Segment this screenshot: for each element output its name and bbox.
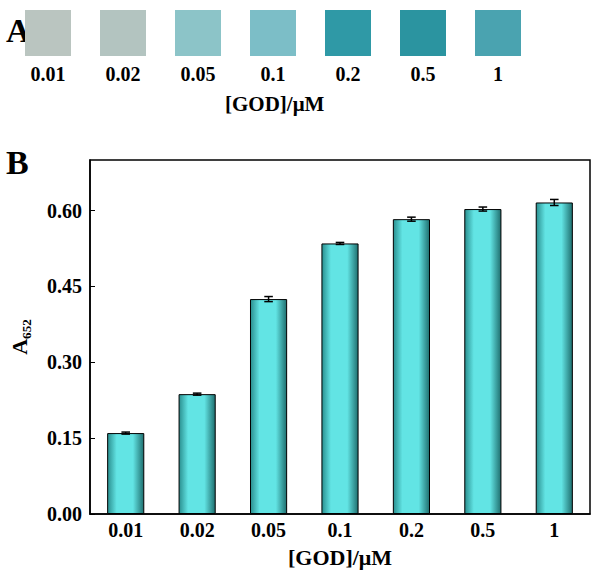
- svg-text:0.15: 0.15: [47, 427, 82, 449]
- html-text:A: A: [6, 12, 31, 49]
- svg-text:[GOD]/μM: [GOD]/μM: [288, 545, 392, 570]
- html-text:[GOD]/μM: [GOD]/μM: [225, 92, 325, 116]
- svg-text:0.02: 0.02: [180, 519, 215, 541]
- html-text:0.05: 0.05: [180, 63, 216, 85]
- svg-text:1: 1: [549, 519, 559, 541]
- html-text:0.2: 0.2: [335, 63, 361, 85]
- html-text:0.1: 0.1: [260, 63, 286, 85]
- svg-text:0.1: 0.1: [328, 519, 353, 541]
- svg-text:0.2: 0.2: [399, 519, 424, 541]
- svg-text:0.05: 0.05: [251, 519, 286, 541]
- html-text:1: 1: [493, 63, 503, 85]
- svg-text:0.5: 0.5: [470, 519, 495, 541]
- svg-text:0.60: 0.60: [47, 200, 82, 222]
- html-text:B: B: [6, 144, 29, 181]
- html-text:0.01: 0.01: [30, 63, 66, 85]
- svg-text:0.30: 0.30: [47, 351, 82, 373]
- svg-text:A₆₅₂: A₆₅₂: [7, 319, 32, 355]
- svg-text:0.01: 0.01: [108, 519, 143, 541]
- svg-text:0.00: 0.00: [47, 503, 82, 525]
- svg-text:0.45: 0.45: [47, 275, 82, 297]
- html-text:0.02: 0.02: [105, 63, 141, 85]
- html-text:0.5: 0.5: [410, 63, 436, 85]
